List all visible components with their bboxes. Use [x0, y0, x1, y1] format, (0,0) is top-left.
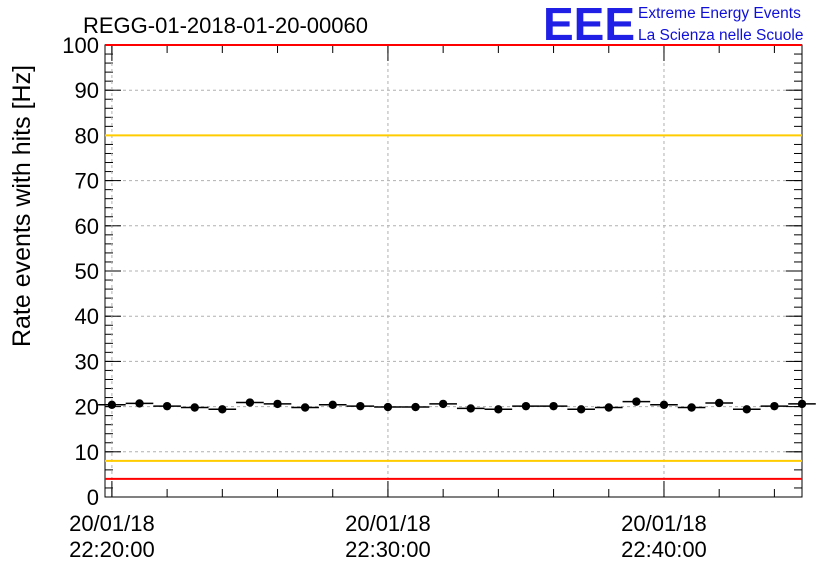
- x-tick-label-time: 22:40:00: [621, 537, 707, 562]
- data-point: [797, 399, 807, 409]
- y-tick-label: 50: [75, 259, 99, 284]
- y-tick-label: 70: [75, 169, 99, 194]
- logo-line-2: La Scienza nelle Scuole: [638, 27, 803, 44]
- data-point: [411, 402, 420, 412]
- data-point: [742, 405, 751, 414]
- data-point: [328, 400, 337, 409]
- x-tick-label-date: 20/01/18: [69, 511, 155, 536]
- eee-logo: EEE Extreme Energy Events La Scienza nel…: [543, 0, 803, 50]
- logo-line-1: Extreme Energy Events: [638, 5, 801, 22]
- data-point: [107, 400, 117, 409]
- data-point: [190, 403, 199, 412]
- data-point: [273, 399, 282, 409]
- data-point: [162, 401, 172, 411]
- data-point: [135, 399, 144, 408]
- plot-area: 010203040506070809010020/01/1822:20:0020…: [62, 33, 816, 562]
- data-point: [714, 398, 724, 408]
- y-tick-label: 100: [62, 33, 99, 58]
- x-tick-label-date: 20/01/18: [621, 511, 707, 536]
- y-tick-label: 10: [75, 440, 99, 465]
- data-point: [632, 397, 641, 406]
- x-tick-label-time: 22:20:00: [69, 537, 155, 562]
- y-tick-label: 0: [87, 485, 99, 510]
- y-tick-label: 60: [75, 214, 99, 239]
- logo-mark: EEE: [543, 0, 635, 50]
- data-point: [245, 398, 255, 407]
- data-point: [770, 401, 779, 411]
- y-tick-label: 90: [75, 78, 99, 103]
- x-tick-label-date: 20/01/18: [345, 511, 431, 536]
- data-point: [438, 399, 448, 409]
- data-point: [521, 401, 531, 411]
- data-point: [549, 401, 558, 411]
- y-tick-label: 20: [75, 395, 99, 420]
- data-point: [466, 404, 475, 413]
- data-point: [218, 405, 227, 414]
- data-point: [687, 403, 696, 412]
- data-point: [604, 403, 613, 412]
- data-point: [494, 405, 503, 414]
- y-tick-label: 30: [75, 349, 99, 374]
- data-point: [383, 402, 393, 412]
- data-point: [576, 405, 586, 414]
- y-tick-label: 80: [75, 123, 99, 148]
- y-tick-label: 40: [75, 304, 99, 329]
- y-axis-label: Rate events with hits [Hz]: [8, 65, 36, 347]
- data-point: [356, 401, 365, 411]
- x-tick-label-time: 22:30:00: [345, 537, 431, 562]
- data-point: [300, 403, 310, 412]
- chart-title: REGG-01-2018-01-20-00060: [83, 13, 368, 38]
- data-point: [659, 400, 669, 409]
